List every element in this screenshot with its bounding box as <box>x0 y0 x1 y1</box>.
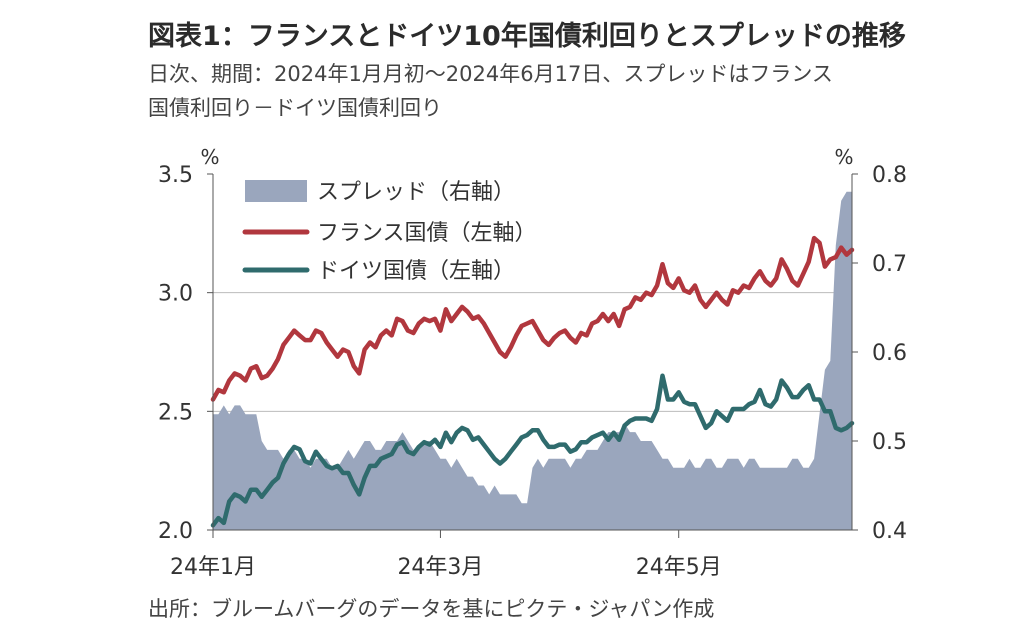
chart-subtitle-line2: 国債利回り－ドイツ国債利回り <box>148 96 442 120</box>
axes: 2.0 2.5 3.0 3.5 0.4 0.5 0.6 0.7 0.8% % 24年1月 24年3月 2… <box>158 145 907 580</box>
x-tick-label: 24年5月 <box>636 555 722 580</box>
right-tick-label: 0.8 <box>872 163 907 188</box>
france-yield-line <box>210 235 855 402</box>
x-tick-label: 24年3月 <box>397 555 483 580</box>
right-tick-label: 0.7 <box>872 252 907 277</box>
right-tick-label: 0.5 <box>872 430 907 455</box>
germany-yield-line <box>210 373 855 528</box>
legend-label-france: フランス国債（左軸） <box>317 221 537 246</box>
left-tick-label: 3.5 <box>158 163 193 188</box>
left-unit: % <box>200 145 219 169</box>
chart-title: 図表1：フランスとドイツ10年国債利回りとスプレッドの推移 <box>148 21 906 52</box>
source-note: 出所：ブルームバーグのデータを基にピクテ・ジャパン作成 <box>148 597 715 621</box>
spread-area <box>213 191 852 531</box>
legend-label-spread: スプレッド（右軸） <box>317 180 515 205</box>
spread-area-series <box>213 191 852 531</box>
left-tick-label: 3.0 <box>158 282 193 307</box>
legend: スプレッド（右軸） フランス国債（左軸） ドイツ国債（左軸） <box>242 180 537 284</box>
legend-swatch-spread <box>245 180 307 202</box>
right-unit: % <box>834 145 853 169</box>
right-tick-label: 0.4 <box>872 519 907 544</box>
right-tick-label: 0.6 <box>872 341 907 366</box>
left-tick-label: 2.5 <box>158 400 193 425</box>
chart-subtitle-line1: 日次、期間：2024年1月月初～2024年6月17日、スプレッドはフランス <box>148 62 833 86</box>
left-tick-label: 2.0 <box>158 519 193 544</box>
grid <box>213 292 852 412</box>
legend-label-germany: ドイツ国債（左軸） <box>317 259 515 284</box>
x-tick-label: 24年1月 <box>170 555 256 580</box>
yield-lines <box>210 235 855 528</box>
